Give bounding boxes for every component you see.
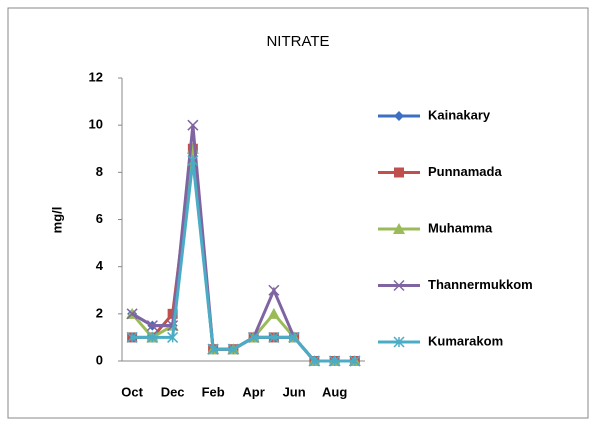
x-tick-label: Jun <box>283 384 306 399</box>
data-point <box>248 331 260 343</box>
x-tick-label: Apr <box>242 384 264 399</box>
series-line <box>132 160 355 363</box>
data-point <box>167 331 179 343</box>
data-point <box>288 331 300 343</box>
data-point <box>268 331 280 343</box>
data-point <box>267 307 280 319</box>
x-tick-label: Feb <box>202 384 225 399</box>
legend-marker <box>393 336 405 348</box>
data-point <box>187 155 199 167</box>
y-tick-label: 10 <box>89 117 103 132</box>
legend-label: Kainakary <box>428 107 491 122</box>
y-tick-label: 0 <box>96 352 103 367</box>
data-point <box>187 119 199 131</box>
y-tick-label: 6 <box>96 211 103 226</box>
x-tick-label: Aug <box>322 384 347 399</box>
legend-label: Kumarakom <box>428 333 503 348</box>
data-point <box>146 331 158 343</box>
data-point <box>227 343 239 355</box>
x-tick-label: Dec <box>161 384 185 399</box>
legend-marker <box>393 223 405 234</box>
chart-frame <box>7 7 589 419</box>
data-point <box>126 331 138 343</box>
legend-marker <box>394 167 404 178</box>
legend-marker <box>393 279 405 292</box>
legend-label: Thannermukkom <box>428 277 533 292</box>
data-point <box>329 355 341 367</box>
y-tick-label: 4 <box>96 258 104 273</box>
data-point <box>308 355 320 367</box>
y-tick-label: 12 <box>89 69 103 84</box>
chart-title: NITRATE <box>266 33 329 50</box>
data-point <box>349 355 361 367</box>
legend-marker <box>394 111 404 121</box>
data-point <box>207 343 219 355</box>
data-point <box>268 284 280 296</box>
x-tick-label: Oct <box>121 384 143 399</box>
legend-label: Muhamma <box>428 220 493 235</box>
data-point <box>146 320 158 332</box>
y-tick-label: 8 <box>96 164 103 179</box>
legend-label: Punnamada <box>428 164 502 179</box>
y-tick-label: 2 <box>96 305 103 320</box>
y-axis-label: mg/l <box>49 207 64 234</box>
data-point <box>126 308 138 320</box>
